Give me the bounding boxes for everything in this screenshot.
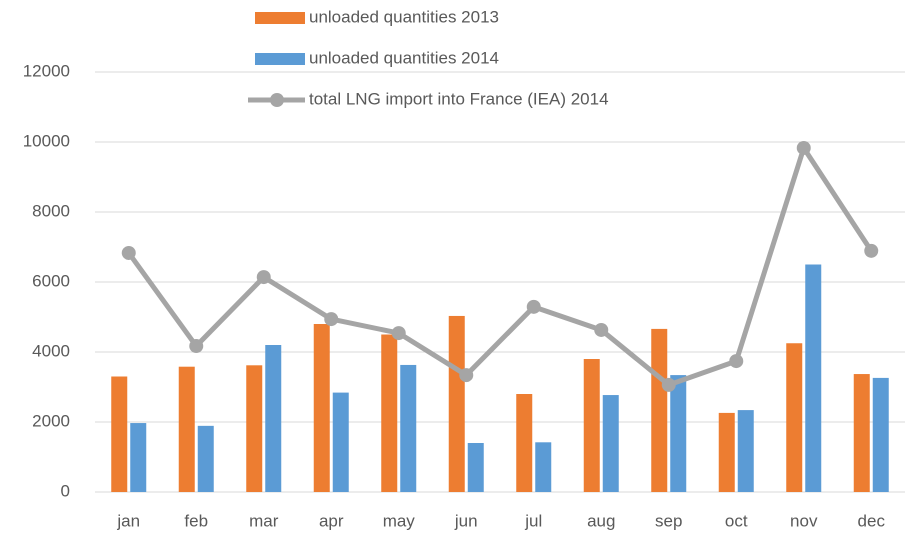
bar [313, 324, 330, 492]
legend-label: total LNG import into France (IEA) 2014 [309, 89, 609, 108]
x-tick-label: feb [184, 511, 208, 530]
bar [265, 345, 282, 492]
bar [467, 443, 484, 492]
bar [246, 365, 263, 492]
line-marker [796, 140, 811, 155]
x-tick-label: may [383, 511, 416, 530]
legend-marker [270, 93, 284, 107]
bar [332, 392, 349, 492]
line [126, 145, 874, 388]
y-tick-label: 2000 [32, 411, 70, 430]
line-marker [594, 322, 609, 337]
legend-label: unloaded quantities 2013 [309, 7, 499, 26]
bar [583, 359, 600, 492]
y-tick-label: 6000 [32, 271, 70, 290]
bar [718, 412, 735, 492]
legend-swatch [255, 53, 305, 65]
x-tick-label: sep [655, 511, 682, 530]
bar [130, 423, 147, 492]
bar [535, 442, 552, 492]
x-tick-label: dec [858, 511, 886, 530]
bar [197, 425, 214, 492]
y-tick-label: 12000 [23, 61, 70, 80]
bar [805, 264, 822, 492]
x-tick-label: jan [116, 511, 140, 530]
x-tick-label: nov [790, 511, 818, 530]
bar [651, 328, 668, 492]
bar [178, 366, 195, 492]
bar [853, 374, 870, 492]
y-tick-label: 8000 [32, 201, 70, 220]
y-tick-label: 0 [61, 481, 70, 500]
bar [381, 334, 398, 492]
bar [737, 410, 754, 492]
x-tick-label: jul [524, 511, 542, 530]
line-marker [391, 326, 406, 341]
line-marker [729, 354, 744, 369]
y-tick-label: 4000 [32, 341, 70, 360]
bar [111, 376, 128, 492]
bar [786, 343, 803, 492]
y-tick-label: 10000 [23, 131, 70, 150]
x-tick-label: jun [454, 511, 478, 530]
x-tick-label: mar [249, 511, 279, 530]
bar [670, 375, 687, 492]
bar [872, 377, 889, 492]
line-marker [864, 243, 879, 258]
x-tick-label: oct [725, 511, 748, 530]
bar [516, 394, 533, 492]
line-marker [121, 245, 136, 260]
bar [400, 364, 417, 492]
line-marker [324, 312, 339, 327]
bar [602, 395, 619, 492]
line-marker [661, 377, 676, 392]
line-marker [526, 299, 541, 314]
x-tick-label: aug [587, 511, 615, 530]
line-marker [256, 270, 271, 285]
line-marker [459, 368, 474, 383]
legend-label: unloaded quantities 2014 [309, 48, 499, 67]
x-tick-label: apr [319, 511, 344, 530]
line-marker [189, 339, 204, 354]
legend-swatch [255, 12, 305, 24]
bar [448, 315, 465, 492]
